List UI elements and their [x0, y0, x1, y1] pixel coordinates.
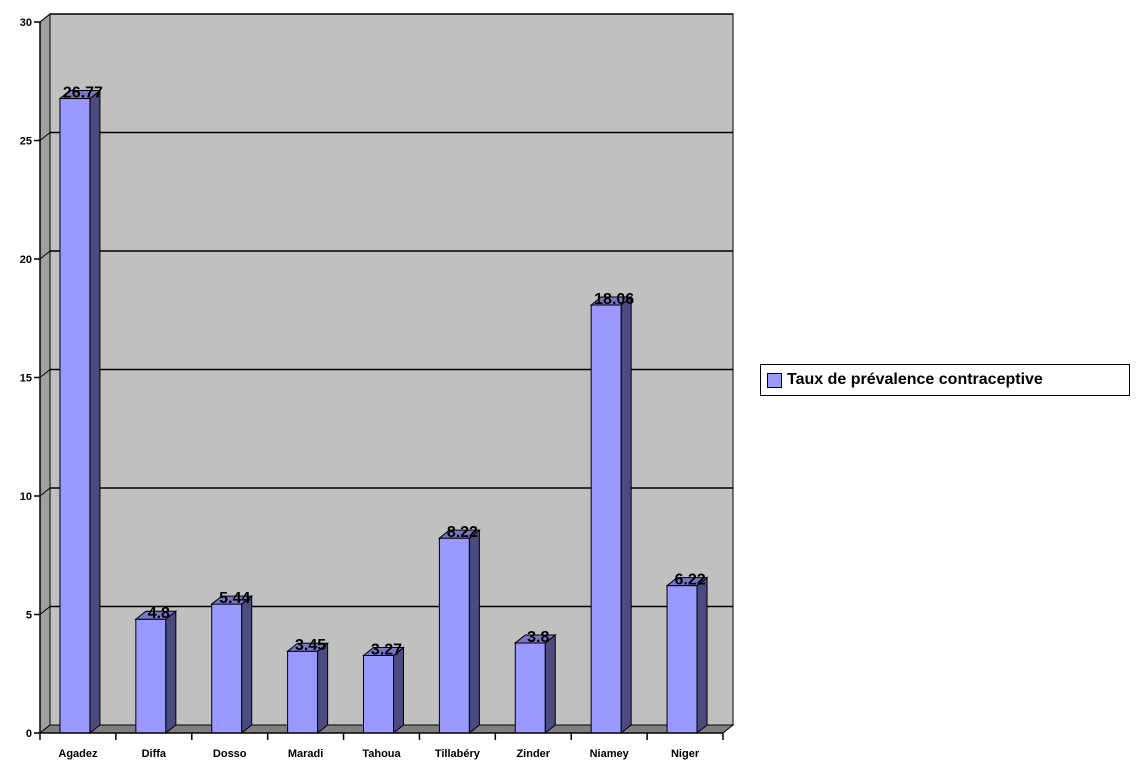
bar-front — [363, 655, 394, 734]
gridline-side — [39, 250, 51, 260]
bar-front — [514, 642, 546, 734]
x-tick-label: Diffa — [142, 748, 167, 760]
bar-front — [666, 585, 698, 734]
data-label: 8.22 — [447, 524, 478, 541]
gridline-side — [39, 606, 51, 615]
bar — [134, 610, 178, 735]
bar-front — [590, 304, 622, 734]
bar — [513, 633, 557, 735]
bar-top — [513, 634, 557, 644]
bar — [210, 595, 254, 735]
x-tick-label: Maradi — [288, 748, 323, 760]
gridline-side — [39, 13, 51, 23]
y-tick-label: 15 — [20, 373, 32, 385]
bar-side — [544, 633, 556, 735]
bar-side — [317, 642, 329, 735]
bar-side — [241, 595, 253, 735]
bar-front — [211, 603, 243, 734]
bar-front — [135, 618, 167, 734]
bar-top — [665, 577, 709, 587]
bar — [665, 576, 709, 735]
bar-front — [438, 537, 470, 734]
bar-top — [362, 647, 405, 657]
y-tick-label: 10 — [20, 491, 32, 503]
bar-top — [286, 642, 330, 652]
data-label: 3.27 — [371, 642, 402, 659]
bar — [589, 295, 633, 735]
bar — [58, 89, 102, 735]
bar-side — [620, 295, 632, 735]
y-tick-label: 0 — [26, 728, 32, 740]
bar-top — [134, 610, 178, 620]
y-tick-label: 20 — [20, 254, 32, 266]
x-tick-label: Dosso — [213, 748, 247, 760]
x-tick-label: Niger — [671, 748, 700, 760]
x-tick-label: Agadez — [58, 748, 98, 760]
data-label: 3.45 — [295, 637, 326, 654]
bar-side — [89, 89, 101, 735]
bar-front — [287, 650, 319, 734]
legend: Taux de prévalence contraceptive — [760, 364, 1130, 396]
axes — [34, 21, 724, 740]
bar-side — [468, 529, 480, 735]
bars — [58, 89, 709, 735]
y-tick-label: 5 — [26, 610, 32, 622]
bar-side — [696, 576, 708, 735]
bar-side — [165, 610, 177, 735]
gridline-side — [39, 369, 51, 378]
bar-side — [393, 646, 404, 735]
x-tick-label: Niamey — [590, 748, 630, 760]
bar — [437, 529, 481, 735]
bar — [286, 642, 330, 735]
bar-top — [210, 595, 254, 605]
bar — [362, 646, 405, 735]
bar-top — [437, 529, 481, 539]
bar-front — [59, 98, 91, 734]
legend-swatch — [767, 372, 782, 388]
gridline-side — [39, 132, 51, 141]
data-label: 18.06 — [594, 291, 634, 308]
data-label: 4.8 — [148, 605, 170, 622]
data-label: 5.44 — [219, 590, 250, 607]
y-tick-label: 30 — [20, 17, 32, 29]
legend-entry: Taux de prévalence contraceptive — [787, 371, 1043, 388]
x-tick-label: Tillabéry — [435, 748, 481, 760]
data-label: 3.8 — [527, 629, 549, 646]
data-label: 6.22 — [674, 572, 705, 589]
labels: 26.77 Agadez 4.8 Diffa 5.44 Dosso 3.45 Maradi 3.… — [20, 17, 706, 760]
x-tick-label: Zinder — [516, 748, 550, 760]
bar-top — [58, 90, 102, 100]
data-label: 26.77 — [63, 85, 103, 102]
x-tick-label: Tahoua — [362, 748, 401, 760]
y-tick-label: 25 — [20, 136, 32, 148]
gridline-side — [39, 487, 51, 497]
bar-top — [589, 296, 633, 306]
